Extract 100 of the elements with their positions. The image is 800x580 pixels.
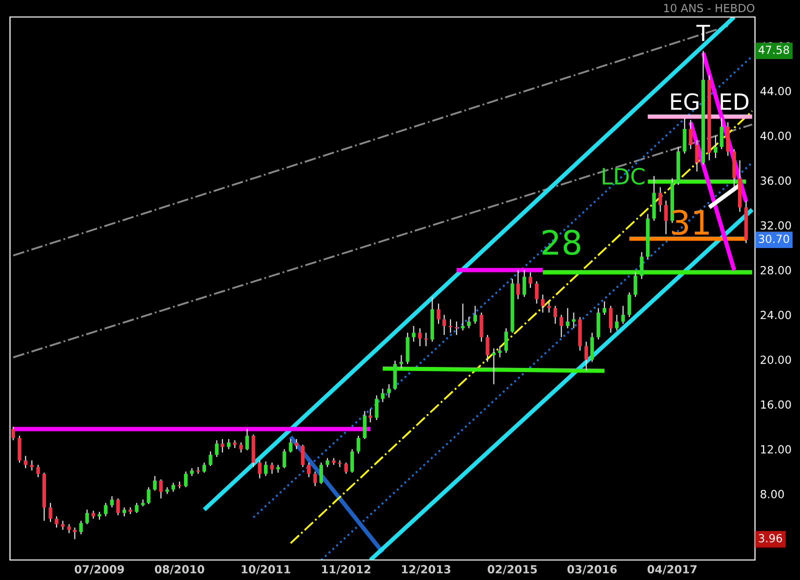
- candlestick: [356, 435, 360, 454]
- candlestick: [436, 303, 440, 324]
- candlestick: [282, 448, 286, 469]
- candlestick: [664, 200, 668, 235]
- annotation: T: [696, 24, 710, 42]
- candlestick: [418, 328, 422, 347]
- candlestick: [374, 394, 378, 421]
- candlestick: [534, 280, 538, 304]
- candlestick: [695, 140, 699, 172]
- candlestick: [547, 300, 551, 314]
- y-tick-label: 36.00: [760, 176, 791, 185]
- candlestick: [104, 502, 108, 517]
- candlestick: [553, 305, 558, 324]
- annotation: EG: [671, 93, 698, 110]
- candlestick: [528, 272, 532, 288]
- y-tick-label: 20.00: [760, 356, 791, 364]
- candlestick: [448, 318, 452, 334]
- candlestick: [540, 294, 545, 314]
- candlestick: [714, 135, 718, 159]
- annotation: LDC: [602, 168, 644, 185]
- candlestick: [300, 444, 305, 468]
- candlestick: [614, 314, 619, 332]
- candlestick: [24, 455, 28, 469]
- y-tick-label: 24.00: [760, 310, 791, 320]
- candlestick: [504, 328, 508, 354]
- candlestick: [344, 462, 348, 474]
- candlestick: [658, 186, 662, 212]
- y-tick-label: 8.00: [760, 490, 784, 498]
- candlestick: [18, 435, 22, 464]
- candlestick: [11, 426, 16, 441]
- y-tick-label: 32.00: [760, 221, 791, 230]
- x-tick-label: 10/2011: [242, 565, 290, 574]
- x-tick-label: 04/2017: [648, 565, 697, 574]
- candlestick: [522, 269, 526, 298]
- candlestick: [245, 428, 249, 451]
- candlestick: [270, 462, 274, 474]
- x-tick-label: 03/2016: [567, 565, 617, 574]
- candlestick: [628, 292, 632, 318]
- candlestick: [412, 325, 416, 342]
- candlestick: [634, 272, 638, 298]
- candlestick: [184, 471, 188, 488]
- annotation: 3.96: [758, 534, 782, 542]
- candlestick: [473, 305, 477, 324]
- candlestick: [480, 312, 484, 342]
- candlestick: [202, 462, 206, 474]
- candlestick: [48, 502, 52, 522]
- candlestick: [387, 384, 391, 398]
- candlestick: [621, 305, 625, 324]
- candlestick: [454, 320, 458, 336]
- candlestick: [380, 388, 385, 403]
- x-tick-label: 07/2009: [74, 565, 124, 574]
- candlestick: [608, 305, 613, 334]
- candlestick: [116, 498, 120, 516]
- candlestick: [79, 520, 83, 535]
- candlestick: [486, 334, 490, 362]
- candlestick: [226, 438, 231, 450]
- candlestick: [54, 516, 58, 528]
- candlestick: [313, 471, 317, 487]
- candlestick: [264, 460, 268, 477]
- candlestick: [159, 478, 163, 499]
- candlestick: [566, 308, 570, 329]
- candlestick: [146, 486, 150, 505]
- candlestick: [350, 448, 354, 474]
- candlestick: [307, 462, 311, 478]
- x-tick-label: 12/2013: [402, 565, 450, 574]
- candlestick: [319, 462, 324, 484]
- candlestick: [590, 332, 594, 362]
- candlestick: [208, 450, 212, 467]
- candlestick: [368, 408, 372, 423]
- candlestick: [85, 509, 89, 525]
- candlestick: [424, 332, 428, 347]
- candlestick: [36, 464, 40, 478]
- candlestick: [688, 119, 692, 150]
- annotation: 31: [672, 210, 709, 235]
- annotation: ED: [720, 94, 748, 110]
- candlestick: [239, 442, 243, 454]
- y-tick-label: 44.00: [760, 86, 791, 96]
- candlestick: [134, 502, 138, 514]
- candlestick: [602, 300, 606, 316]
- candlestick: [214, 440, 219, 458]
- x-tick-label: 02/2015: [488, 565, 537, 574]
- candlestick: [110, 496, 114, 508]
- annotation: 47.58: [758, 46, 790, 54]
- candlestick: [362, 410, 367, 440]
- x-tick-label: 11/2012: [322, 565, 370, 574]
- candlestick: [498, 346, 502, 358]
- annotation: 28: [542, 230, 580, 255]
- candlestick: [467, 316, 471, 329]
- y-tick-label: 28.00: [760, 266, 791, 274]
- candlestick: [153, 475, 157, 492]
- annotation: 30.70: [758, 234, 790, 244]
- y-tick-label: 12.00: [761, 445, 791, 454]
- candlestick: [294, 438, 298, 450]
- chart-subtitle: 10 ANS - HEBDO: [664, 4, 754, 12]
- candlestick: [640, 252, 644, 280]
- y-tick-label: 40.00: [760, 132, 791, 140]
- candlestick: [288, 438, 292, 454]
- candlestick: [258, 460, 262, 479]
- candlestick: [560, 314, 564, 338]
- candlestick: [720, 117, 724, 150]
